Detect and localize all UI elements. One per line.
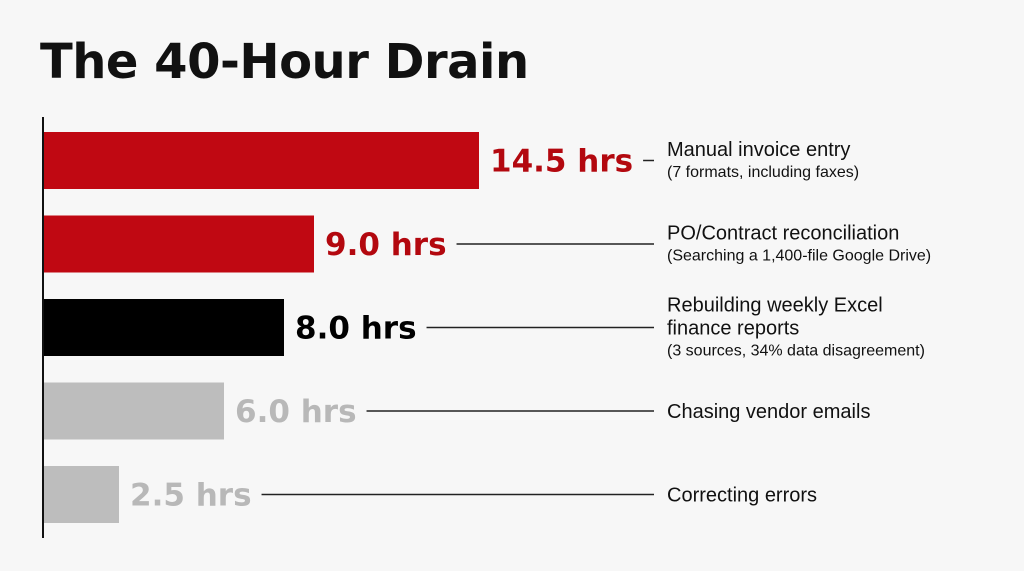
category-label-3-line-2: finance reports [667, 318, 799, 340]
value-label-2: 9.0 hrs [325, 227, 447, 263]
category-label-2: PO/Contract reconciliation [667, 223, 899, 245]
category-label-1: Manual invoice entry [667, 139, 850, 161]
category-label-4: Chasing vendor emails [667, 401, 870, 423]
bar-5 [44, 466, 119, 523]
value-label-4: 6.0 hrs [235, 394, 357, 430]
bar-4 [44, 382, 224, 440]
category-note-1: (7 formats, including faxes) [667, 164, 859, 181]
category-note-2: (Searching a 1,400-file Google Drive) [667, 248, 931, 265]
bar-2 [44, 215, 314, 273]
value-label-3: 8.0 hrs [295, 311, 417, 347]
category-note-3: (3 sources, 34% data disagreement) [667, 343, 925, 360]
chart-title: The 40-Hour Drain [40, 34, 529, 90]
bar-1 [44, 132, 479, 189]
value-label-5: 2.5 hrs [130, 478, 252, 514]
value-label-1: 14.5 hrs [490, 144, 633, 180]
category-label-5: Correcting errors [667, 485, 817, 507]
bar-3 [44, 299, 284, 356]
category-label-3-line-1: Rebuilding weekly Excel [667, 295, 883, 317]
